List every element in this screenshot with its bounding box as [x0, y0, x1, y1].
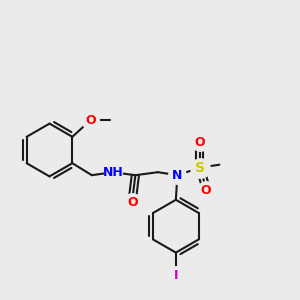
Text: O: O: [85, 114, 96, 127]
Text: O: O: [201, 184, 211, 197]
Text: O: O: [127, 196, 138, 209]
Text: N: N: [172, 169, 183, 182]
Text: NH: NH: [103, 166, 123, 179]
Text: S: S: [195, 161, 205, 175]
Text: O: O: [195, 136, 205, 149]
Text: I: I: [174, 268, 178, 282]
